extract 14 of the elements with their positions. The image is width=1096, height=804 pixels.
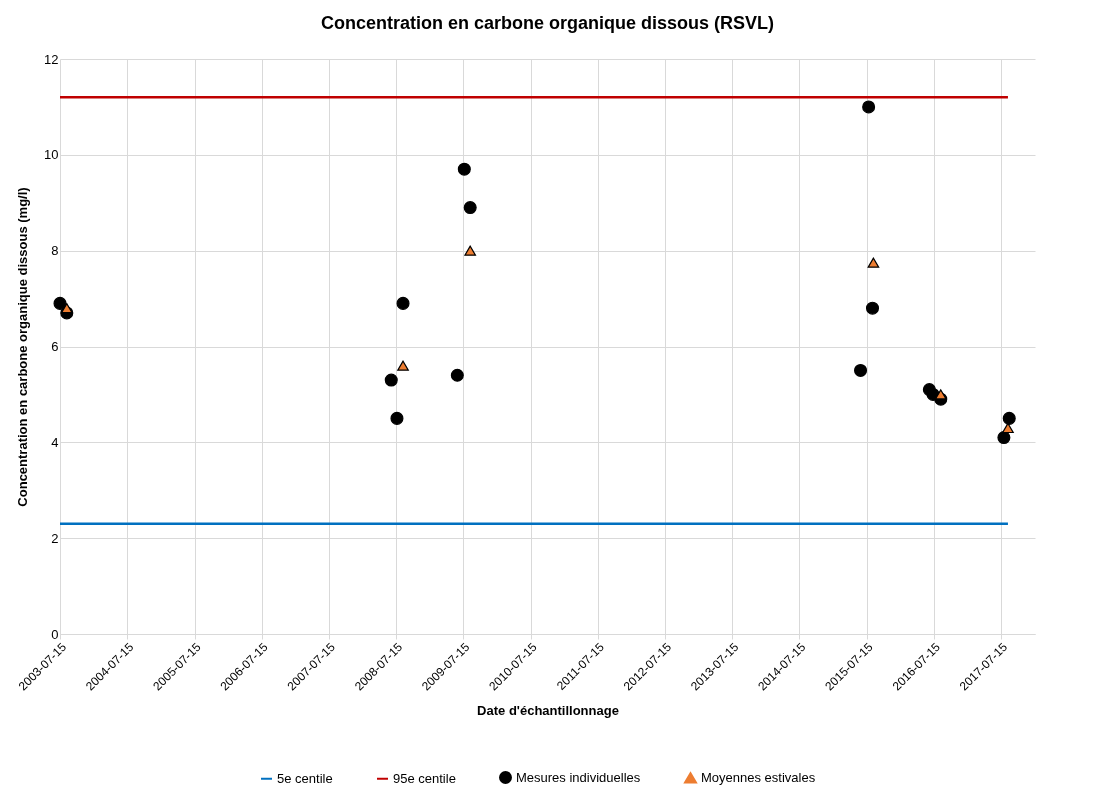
y-tick-label: 2	[51, 530, 59, 546]
y-tick-label: 6	[51, 339, 59, 354]
y-tick-label: 8	[51, 243, 59, 259]
chart-title: Concentration en carbone organique dissous (RSVL)	[320, 13, 775, 33]
legend-label: Moyennes estivales	[701, 769, 816, 785]
y-tick-label: 12	[44, 51, 59, 67]
y-tick-label: 4	[51, 434, 59, 450]
y-tick-label: 10	[44, 147, 59, 163]
legend-label: 5e centile	[277, 770, 333, 786]
legend-label: Mesures individuelles	[516, 769, 641, 785]
y-tick-label: 0	[51, 626, 59, 642]
legend-label: 95e centile	[393, 770, 456, 786]
y-axis-title: Concentration en carbone organique dissous (mg/l)	[15, 187, 31, 507]
x-axis-title: Date d'échantillonnage	[477, 702, 619, 718]
